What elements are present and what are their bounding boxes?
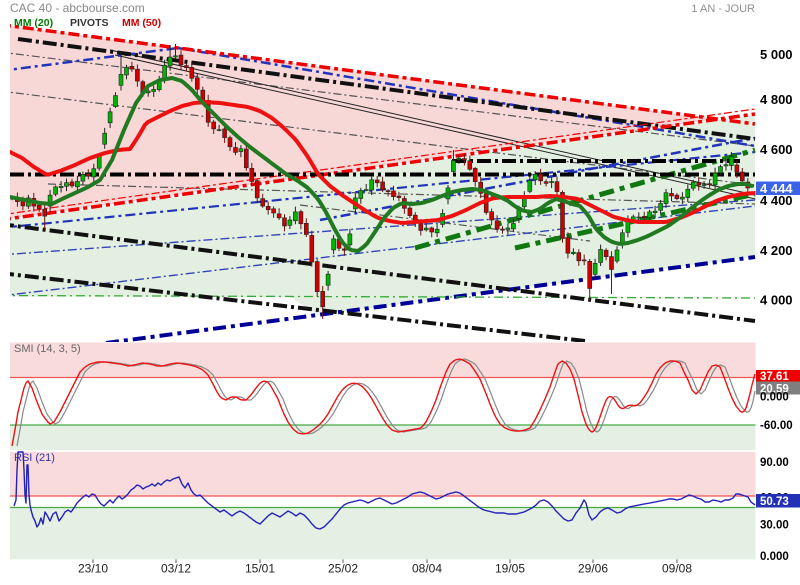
svg-text:RSI (21): RSI (21) [14,452,55,464]
svg-text:PIVOTS: PIVOTS [70,17,109,29]
svg-text:5 000: 5 000 [760,47,793,62]
svg-text:29/06: 29/06 [578,562,608,576]
svg-text:30.00: 30.00 [760,520,789,532]
svg-text:4 400: 4 400 [760,193,793,208]
svg-text:MM (20): MM (20) [14,17,53,29]
svg-text:20.59: 20.59 [760,384,789,396]
svg-text:90.00: 90.00 [760,457,789,469]
svg-text:19/05: 19/05 [495,562,525,576]
svg-text:50.73: 50.73 [760,496,789,508]
svg-text:25/02: 25/02 [328,562,358,576]
svg-text:MM (50): MM (50) [122,17,161,29]
svg-text:4 000: 4 000 [760,292,793,307]
svg-text:37.61: 37.61 [760,371,789,383]
svg-text:4 800: 4 800 [760,92,793,107]
svg-text:4 600: 4 600 [760,142,793,157]
svg-text:03/12: 03/12 [161,562,191,576]
svg-text:4 200: 4 200 [760,243,793,258]
svg-text:4 444: 4 444 [760,181,793,196]
svg-text:1 AN - JOUR: 1 AN - JOUR [691,3,755,15]
svg-text:09/08: 09/08 [662,562,692,576]
svg-text:CAC 40 - abcbourse.com: CAC 40 - abcbourse.com [10,1,145,15]
svg-text:SMI (14, 3, 5): SMI (14, 3, 5) [14,343,81,355]
svg-text:0.000: 0.000 [760,392,789,404]
svg-text:15/01: 15/01 [245,562,275,576]
svg-text:0.000: 0.000 [760,551,789,563]
svg-text:-60.00: -60.00 [760,420,793,432]
svg-text:23/10: 23/10 [78,562,108,576]
svg-text:08/04: 08/04 [412,562,442,576]
